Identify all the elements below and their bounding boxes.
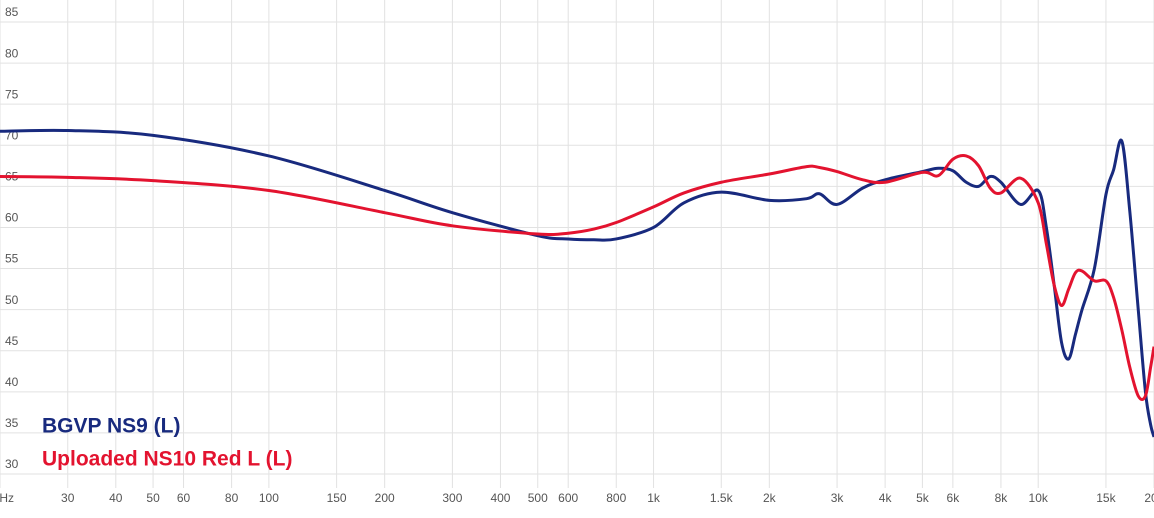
x-tick-label: 50: [146, 491, 160, 505]
x-tick-label: 100: [259, 491, 279, 505]
x-tick-label: 40: [109, 491, 123, 505]
x-tick-label: 600: [558, 491, 578, 505]
y-tick-label: 85: [5, 5, 19, 19]
x-tick-label: 800: [606, 491, 626, 505]
x-tick-label: 200: [375, 491, 395, 505]
y-tick-label: 75: [5, 87, 19, 101]
x-tick-label: 300: [442, 491, 462, 505]
legend-entry: Uploaded NS10 Red L (L): [42, 448, 292, 471]
x-tick-label: 2k: [763, 491, 777, 505]
x-tick-label: 3k: [831, 491, 845, 505]
legend-entry: BGVP NS9 (L): [42, 415, 180, 438]
x-tick-label: 150: [327, 491, 347, 505]
x-tick-label: 500: [528, 491, 548, 505]
x-tick-label: 5k: [916, 491, 930, 505]
x-tick-label: 60: [177, 491, 191, 505]
x-tick-label: 1k: [647, 491, 661, 505]
line-series: [0, 154, 1154, 401]
x-tick-label: 20Hz: [0, 491, 14, 505]
x-tick-label: 30: [61, 491, 75, 505]
x-tick-label: 8k: [995, 491, 1009, 505]
y-tick-label: 55: [5, 252, 19, 266]
x-tick-label: 80: [225, 491, 239, 505]
x-tick-label: 10k: [1029, 491, 1049, 505]
y-tick-label: 45: [5, 334, 19, 348]
x-tick-label: 1.5k: [710, 491, 734, 505]
y-tick-label: 60: [5, 211, 19, 225]
x-tick-label: 15k: [1096, 491, 1116, 505]
y-tick-label: 30: [5, 457, 19, 471]
x-tick-label: 4k: [879, 491, 893, 505]
x-tick-label: 400: [490, 491, 510, 505]
y-tick-label: 35: [5, 416, 19, 430]
x-tick-label: 20k: [1144, 491, 1154, 505]
line-series: [0, 128, 1154, 438]
y-tick-label: 80: [5, 46, 19, 60]
x-tick-label: 6k: [947, 491, 961, 505]
y-tick-label: 40: [5, 375, 19, 389]
y-tick-label: 50: [5, 293, 19, 307]
